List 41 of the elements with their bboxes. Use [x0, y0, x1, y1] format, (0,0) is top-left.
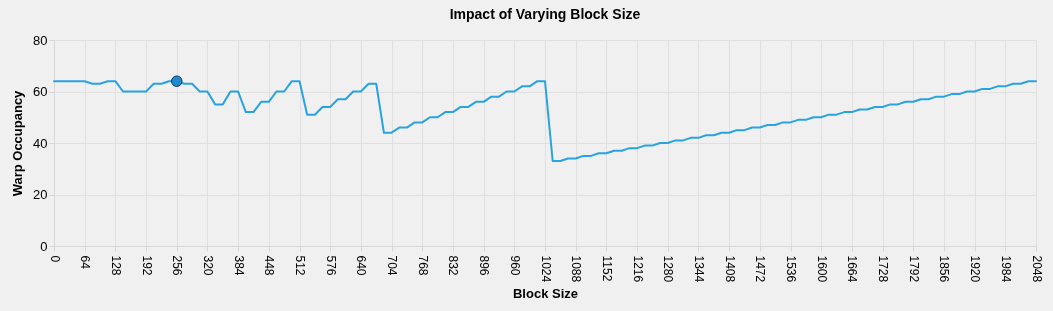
y-tick-label: 60 [33, 84, 48, 99]
x-tick-label: 1856 [937, 255, 952, 283]
x-axis-title: Block Size [512, 286, 579, 302]
y-tick-label: 80 [33, 32, 48, 48]
x-tick-label: 1280 [661, 255, 676, 283]
chart-title: Impact of Varying Block Size [449, 6, 641, 22]
x-tick-label: 192 [139, 255, 154, 276]
x-tick-label: 896 [477, 255, 492, 276]
x-tick-label: 1216 [630, 255, 645, 283]
x-tick-label: 128 [108, 255, 123, 276]
x-tick-label: 1472 [753, 255, 768, 283]
x-tick-label: 64 [78, 255, 93, 270]
x-tick-label: 640 [354, 255, 369, 276]
x-tick-label: 1728 [876, 255, 891, 283]
x-tick-label: 1344 [691, 255, 706, 283]
x-tick-label: 1088 [569, 255, 584, 283]
x-tick-label: 1920 [968, 255, 983, 283]
y-tick-label: 20 [33, 187, 48, 202]
x-tick-label: 0 [47, 255, 62, 263]
x-tick-label: 1792 [906, 255, 921, 283]
x-tick-label: 960 [507, 255, 522, 276]
x-tick-label: 1664 [845, 255, 860, 283]
x-tick-label: 1408 [722, 255, 737, 283]
x-tick-label: 1600 [814, 255, 829, 283]
x-tick-label: 512 [293, 255, 307, 276]
x-tick-label: 704 [385, 255, 400, 276]
x-tick-label: 384 [231, 255, 246, 276]
x-tick-label: 448 [262, 255, 277, 276]
x-tick-label: 576 [323, 255, 338, 276]
x-tick-label: 1536 [784, 255, 798, 283]
y-tick-label: 40 [33, 135, 48, 151]
x-tick-label: 2048 [1029, 255, 1044, 283]
x-tick-label: 768 [415, 255, 430, 276]
x-tick-label: 1024 [538, 255, 553, 283]
x-tick-label: 256 [170, 255, 185, 276]
x-tick-label: 320 [200, 255, 215, 276]
x-tick-label: 832 [446, 255, 461, 276]
y-tick-label: 0 [40, 238, 48, 254]
x-tick-label: 1152 [599, 255, 614, 282]
x-tick-label: 1984 [998, 255, 1013, 283]
y-axis-title: Warp Occupancy [10, 89, 26, 197]
